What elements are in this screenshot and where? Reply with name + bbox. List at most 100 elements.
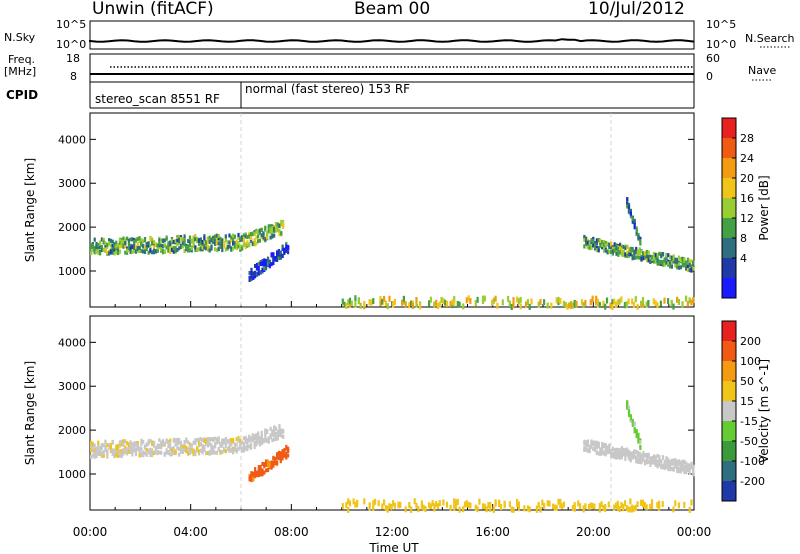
power_panel-echo-cell	[274, 222, 278, 226]
power_panel-echo-cell	[611, 246, 614, 251]
power_panel-echo-cell	[639, 239, 642, 244]
power_panel-echo-cell	[372, 298, 375, 305]
velocity_panel-echo-cell	[273, 432, 276, 436]
power_panel-echo-cell	[187, 239, 190, 243]
velocity_panel-echo-cell	[629, 414, 632, 419]
velocity_panel-echo-cell	[278, 429, 281, 434]
velocity_panel-echo-cell	[156, 443, 159, 448]
velocity_panel-echo-cell	[279, 455, 282, 460]
power_panel-echo-cell	[109, 250, 112, 255]
power_panel-echo-cell	[282, 222, 285, 227]
power_panel-echo-cell	[350, 300, 353, 307]
power_panel-echo-cell	[283, 249, 286, 254]
velocity_panel-echo-cell	[271, 429, 274, 434]
power_panel-echo-cell	[492, 297, 495, 304]
velocity_panel-echo-cell	[257, 465, 260, 470]
velocity_panel-echo-cell	[199, 448, 202, 453]
power_panel-echo-cell	[205, 241, 208, 246]
power_panel-echo-cell	[384, 300, 387, 307]
velocity_panel-echo-cell	[639, 440, 642, 445]
velocity_panel-echo-cell	[244, 439, 247, 444]
power_panel-echo-cell	[683, 257, 686, 262]
power_panel-echo-cell	[525, 301, 528, 308]
power_panel-echo-cell	[634, 296, 637, 303]
power_panel-echo-cell	[645, 258, 648, 263]
velocity_panel-echo-cell	[647, 453, 650, 458]
velocity_panel-echo-cell	[97, 451, 100, 456]
power_panel-echo-cell	[165, 236, 168, 241]
velocity_panel-echo-cell	[652, 459, 656, 464]
velocity_panel-echo-cell	[170, 448, 174, 453]
velocity_panel-echo-cell	[176, 445, 179, 450]
power_panel-echo-cell	[219, 240, 222, 245]
velocity_panel-echo-cell	[149, 438, 152, 443]
power_panel-echo-cell	[108, 238, 111, 243]
velocity_panel-echo-cell	[194, 440, 197, 445]
power_panel-echo-cell	[108, 251, 111, 256]
velocity_panel-echo-cell	[206, 439, 209, 444]
velocity_panel-echo-cell	[428, 502, 431, 509]
velocity_panel-echo-cell	[138, 453, 141, 458]
velocity_panel-echo-cell	[145, 448, 148, 453]
power_panel-echo-cell	[640, 256, 643, 261]
velocity_panel-echo-cell	[131, 442, 134, 447]
power_panel-echo-cell	[623, 302, 627, 309]
power_panel-echo-cell	[212, 238, 215, 242]
velocity_panel-echo-cell	[93, 454, 96, 459]
velocity_panel-echo-cell	[602, 442, 606, 447]
velocity_panel-echo-cell	[102, 450, 105, 455]
velocity_panel-echo-cell	[185, 439, 188, 444]
nsky-label: N.Sky	[4, 31, 36, 44]
velocity_panel-echo-cell	[205, 442, 208, 446]
velocity_panel-echo-cell	[627, 405, 631, 410]
velocity_panel-echo-cell	[151, 440, 154, 445]
power_panel-echo-cell	[259, 270, 262, 275]
power_panel-echo-cell	[279, 252, 282, 257]
velocity_panel-echo-cell	[456, 498, 459, 505]
power_panel-echo-cell	[115, 250, 118, 255]
power_panel-echo-cell	[670, 264, 673, 269]
power_panel-echo-cell	[188, 243, 192, 248]
power_panel-echo-cell	[597, 248, 600, 253]
colorbars	[721, 117, 737, 502]
velocity_panel-echo-cell	[679, 465, 682, 470]
velocity_panel-echo-cell	[683, 501, 686, 508]
power_panel-echo-cell	[230, 246, 233, 251]
velocity_panel-echo-cell	[215, 437, 218, 442]
power_panel-echo-cell	[239, 244, 242, 249]
power_panel-echo-cell	[268, 259, 271, 264]
velocity_panel-echo-cell	[640, 460, 643, 465]
velocity_panel-echo-cell	[217, 439, 220, 444]
power_panel-echo-cell	[115, 247, 118, 252]
power_panel-echo-cell	[629, 248, 632, 253]
velocity_panel-echo-cell	[620, 447, 623, 452]
power_panel-echo-cell	[217, 236, 220, 241]
power_panel-echo-cell	[106, 250, 109, 255]
velocity_panel-echo-cell	[688, 470, 691, 475]
power_panel-echo-cell	[206, 244, 209, 249]
velocity_panel-echo-cell	[228, 438, 231, 443]
power_panel-colorbar-swatch	[722, 138, 736, 159]
velocity_panel-echo-cell	[594, 445, 597, 450]
velocity_panel-echo-cell	[624, 457, 627, 461]
power_panel-echo-cell	[161, 239, 165, 244]
velocity_panel-echo-cell	[143, 451, 147, 456]
velocity_panel-echo-cell	[152, 443, 156, 448]
velocity_panel-echo-cell	[194, 449, 197, 454]
velocity_panel-echo-cell	[665, 457, 668, 462]
velocity_panel-colorbar-swatch	[722, 481, 736, 502]
power_panel-echo-cell	[124, 250, 127, 255]
velocity_panel-echo-cell	[667, 462, 670, 467]
power_panel-echo-cell	[169, 240, 172, 245]
power_panel-colorbar-tick-label: 28	[740, 132, 754, 145]
velocity_panel-echo-cell	[476, 506, 479, 513]
velocity_panel-echo-cell	[257, 432, 260, 437]
velocity_panel-echo-cell	[170, 452, 174, 457]
velocity_panel-echo-cell	[196, 446, 199, 451]
velocity_panel-echo-cell	[636, 450, 639, 455]
velocity_panel-echo-cell	[627, 453, 631, 458]
power_panel-echo-cell	[379, 300, 382, 307]
velocity_panel-echo-cell	[619, 448, 622, 453]
power_panel-echo-cell	[348, 297, 352, 304]
velocity_panel-echo-cell	[188, 444, 192, 449]
